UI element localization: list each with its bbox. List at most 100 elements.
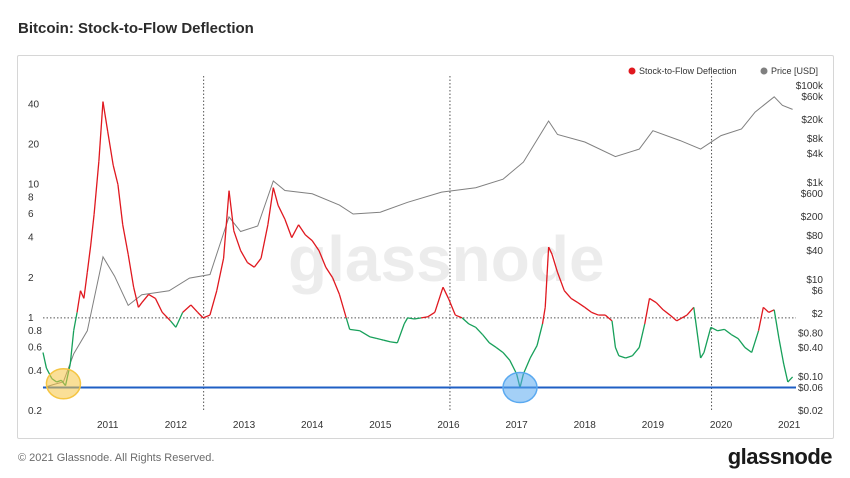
deflection-segment: [442, 286, 450, 299]
deflection-segment: [455, 314, 463, 319]
deflection-segment: [570, 297, 579, 304]
right-tick-label: $0.10: [798, 372, 823, 383]
x-tick-label: 2011: [97, 420, 119, 431]
deflection-segment: [318, 250, 327, 268]
deflection-segment: [584, 306, 592, 313]
deflection-segment: [625, 355, 633, 359]
left-tick-label: 6: [28, 209, 34, 220]
deflection-segment: [122, 224, 129, 255]
deflection-segment: [298, 224, 306, 236]
deflection-segment: [376, 337, 384, 341]
deflection-segment: [502, 352, 511, 361]
left-tick-label: 0.2: [28, 406, 42, 417]
deflection-segment: [73, 312, 78, 331]
legend-swatch: [628, 67, 636, 75]
deflection-segment: [396, 323, 405, 344]
deflection-segment: [618, 355, 626, 359]
deflection-segment: [475, 326, 484, 335]
deflection-segment: [291, 224, 300, 238]
deflection-segment: [90, 214, 95, 246]
x-tick-label: 2016: [437, 420, 460, 431]
x-tick-label: 2021: [778, 420, 801, 431]
deflection-segment: [644, 298, 651, 325]
deflection-segment: [614, 347, 620, 356]
deflection-segment: [611, 320, 617, 348]
x-tick-label: 2012: [165, 420, 188, 431]
deflection-segment: [407, 317, 415, 320]
deflection-segment: [93, 161, 100, 215]
deflection-segment: [338, 294, 347, 319]
deflection-segment: [137, 302, 143, 308]
x-tick-label: 2019: [642, 420, 665, 431]
deflection-segment: [102, 101, 109, 132]
deflection-segment: [222, 190, 230, 259]
right-tick-label: $8k: [807, 134, 824, 145]
deflection-segment: [522, 357, 531, 375]
left-tick-label: 0.4: [28, 366, 42, 377]
deflection-segment: [42, 352, 48, 369]
deflection-segment: [544, 247, 550, 308]
left-tick-label: 0.8: [28, 326, 42, 337]
glassnode-logo[interactable]: glassnode: [727, 444, 833, 469]
right-tick-label: $0.02: [798, 406, 823, 417]
right-tick-label: $2: [812, 309, 824, 320]
deflection-segment: [141, 293, 150, 304]
legend: Stock-to-Flow Deflection Price [USD]: [628, 66, 818, 76]
deflection-segment: [190, 304, 199, 313]
deflection-segment: [717, 328, 725, 332]
right-tick-label: $10: [806, 275, 823, 286]
deflection-segment: [154, 298, 163, 313]
deflection-segment: [349, 328, 360, 332]
deflection-segment: [233, 230, 242, 251]
price-series-line: [42, 96, 793, 389]
right-tick-label: $200: [801, 212, 824, 223]
deflection-segment: [383, 339, 391, 343]
deflection-segment: [209, 290, 218, 316]
right-tick-label: $0.80: [798, 328, 823, 339]
deflection-segment: [509, 360, 518, 375]
deflection-segment: [693, 307, 702, 359]
right-tick-label: $20k: [801, 115, 824, 126]
deflection-segment: [197, 311, 204, 319]
deflection-segment: [655, 302, 664, 311]
deflection-segment: [112, 165, 119, 185]
deflection-segment: [403, 317, 409, 325]
deflection-segment: [703, 327, 712, 353]
deflection-segment: [304, 234, 313, 242]
deflection-segment: [744, 346, 753, 353]
deflection-segment: [700, 352, 705, 359]
deflection-segment: [253, 257, 262, 268]
deflection-segment: [69, 330, 75, 365]
right-tick-label: $0.40: [798, 343, 823, 354]
deflection-segment: [676, 314, 688, 322]
deflection-segment: [277, 204, 286, 220]
deflection-segment: [556, 272, 565, 291]
left-tick-label: 4: [28, 233, 34, 244]
deflection-segment: [260, 224, 269, 259]
deflection-segment: [724, 328, 732, 336]
deflection-segment: [182, 304, 192, 313]
deflection-segment: [638, 323, 646, 348]
legend-label: Price [USD]: [771, 66, 818, 76]
deflection-segment: [787, 376, 794, 383]
deflection-segment: [202, 314, 211, 319]
deflection-segment: [482, 334, 490, 344]
deflection-segment: [98, 101, 104, 162]
deflection-segment: [272, 187, 279, 206]
deflection-segment: [768, 309, 775, 313]
deflection-segment: [548, 246, 553, 255]
left-tick-label: 20: [28, 140, 40, 151]
deflection-segment: [649, 297, 657, 304]
left-tick-label: 10: [28, 180, 40, 191]
deflection-segment: [778, 338, 785, 365]
deflection-segment: [591, 311, 599, 316]
left-tick-label: 1: [28, 313, 34, 324]
deflection-segment: [710, 326, 718, 332]
x-tick-label: 2018: [574, 420, 597, 431]
right-tick-label: $600: [801, 189, 824, 200]
deflection-segment: [434, 286, 444, 313]
deflection-segment: [267, 187, 274, 225]
left-tick-label: 8: [28, 193, 34, 204]
deflection-segment: [86, 245, 92, 273]
